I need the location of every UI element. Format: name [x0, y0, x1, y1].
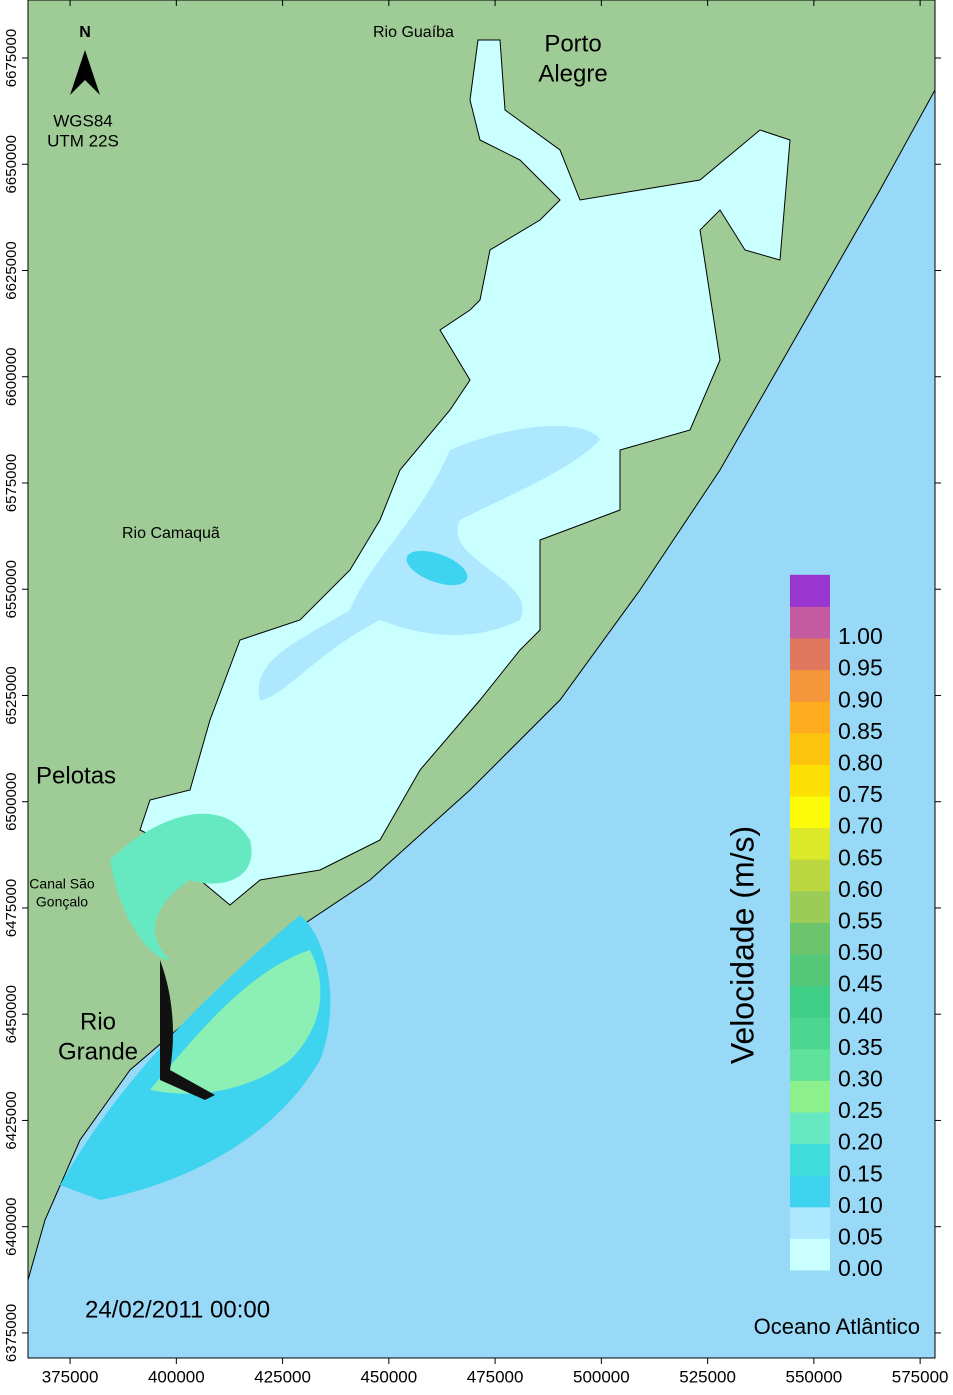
place-label: Gonçalo: [36, 894, 88, 910]
y-tick-label: 6650000: [3, 135, 20, 193]
x-tick-label: 575000: [892, 1367, 949, 1386]
legend-swatch: [790, 764, 830, 797]
legend-label: 0.60: [838, 876, 883, 902]
legend-swatch: [790, 954, 830, 987]
x-tick-label: 500000: [573, 1367, 630, 1386]
legend-swatch: [790, 1017, 830, 1050]
place-label: Oceano Atlântico: [754, 1314, 920, 1339]
legend-swatch: [790, 606, 830, 639]
y-tick-label: 6675000: [3, 29, 20, 87]
y-tick-label: 6500000: [3, 773, 20, 831]
legend-swatch: [790, 796, 830, 829]
place-label: Pelotas: [36, 762, 116, 789]
legend-swatch: [790, 1048, 830, 1081]
legend-label: 0.30: [838, 1065, 883, 1091]
legend-swatch: [790, 859, 830, 892]
x-tick-label: 425000: [254, 1367, 311, 1386]
place-label: Alegre: [538, 60, 607, 87]
legend-swatch: [790, 669, 830, 702]
y-tick-label: 6475000: [3, 879, 20, 937]
legend-label: 0.05: [838, 1223, 883, 1249]
legend-label: 0.15: [838, 1160, 883, 1186]
datum: UTM 22S: [47, 131, 119, 150]
x-tick-label: 525000: [679, 1367, 736, 1386]
legend-swatch: [790, 1080, 830, 1113]
plume-core: [150, 950, 321, 1094]
legend-swatch: [790, 732, 830, 765]
x-tick-label: 475000: [467, 1367, 524, 1386]
place-label: Rio Camaquã: [122, 525, 220, 542]
legend-label: 0.85: [838, 718, 883, 744]
legend-title: Velocidade (m/s): [724, 826, 760, 1064]
place-label: Rio: [80, 1008, 116, 1035]
legend-label: 1.00: [838, 623, 883, 649]
legend-label: 0.75: [838, 781, 883, 807]
legend-label: 0.10: [838, 1192, 883, 1218]
legend-label: 0.20: [838, 1129, 883, 1155]
place-label: Porto: [544, 30, 601, 57]
y-tick-label: 6450000: [3, 985, 20, 1043]
x-tick-label: 450000: [360, 1367, 417, 1386]
legend-label: 0.95: [838, 655, 883, 681]
legend-swatch: [790, 1206, 830, 1239]
legend-swatch: [790, 701, 830, 734]
legend-swatch: [790, 638, 830, 671]
y-tick-label: 6575000: [3, 454, 20, 512]
y-tick-label: 6625000: [3, 241, 20, 299]
zone: [406, 550, 468, 586]
x-tick-label: 550000: [786, 1367, 843, 1386]
place-label: Grande: [58, 1038, 138, 1065]
place-label: Rio Guaíba: [373, 24, 454, 41]
y-tick-label: 6550000: [3, 560, 20, 618]
north-arrow: [70, 50, 100, 95]
legend-label: 0.65: [838, 844, 883, 870]
legend-swatch: [790, 1238, 830, 1271]
y-tick-label: 6375000: [3, 1304, 20, 1362]
y-tick-label: 6525000: [3, 666, 20, 724]
y-tick-label: 6400000: [3, 1197, 20, 1255]
datum: WGS84: [53, 111, 113, 130]
legend-swatch: [790, 985, 830, 1018]
channel-vectors: [160, 960, 215, 1100]
legend-label: 0.35: [838, 1034, 883, 1060]
legend-label: 0.00: [838, 1255, 883, 1281]
legend-swatch: [790, 1175, 830, 1208]
legend-label: 0.55: [838, 907, 883, 933]
x-tick-label: 400000: [148, 1367, 205, 1386]
channel: [110, 813, 252, 960]
north-label: N: [79, 24, 91, 41]
legend-label: 0.70: [838, 813, 883, 839]
legend-label: 0.40: [838, 1002, 883, 1028]
timestamp: 24/02/2011 00:00: [85, 1296, 270, 1323]
legend-label: 0.50: [838, 939, 883, 965]
frame: [27, 0, 936, 1359]
legend-label: 0.80: [838, 749, 883, 775]
legend-label: 0.45: [838, 971, 883, 997]
y-tick-label: 6600000: [3, 348, 20, 406]
legend-swatch: [790, 827, 830, 860]
legend-swatch: [790, 1112, 830, 1145]
legend-swatch: [790, 922, 830, 955]
y-tick-label: 6425000: [3, 1091, 20, 1149]
legend-swatch: [790, 574, 830, 607]
legend-swatch: [790, 1143, 830, 1176]
legend-label: 0.25: [838, 1097, 883, 1123]
legend-label: 0.90: [838, 686, 883, 712]
legend-swatch: [790, 890, 830, 923]
x-tick-label: 375000: [42, 1367, 99, 1386]
place-label: Canal São: [29, 876, 95, 892]
